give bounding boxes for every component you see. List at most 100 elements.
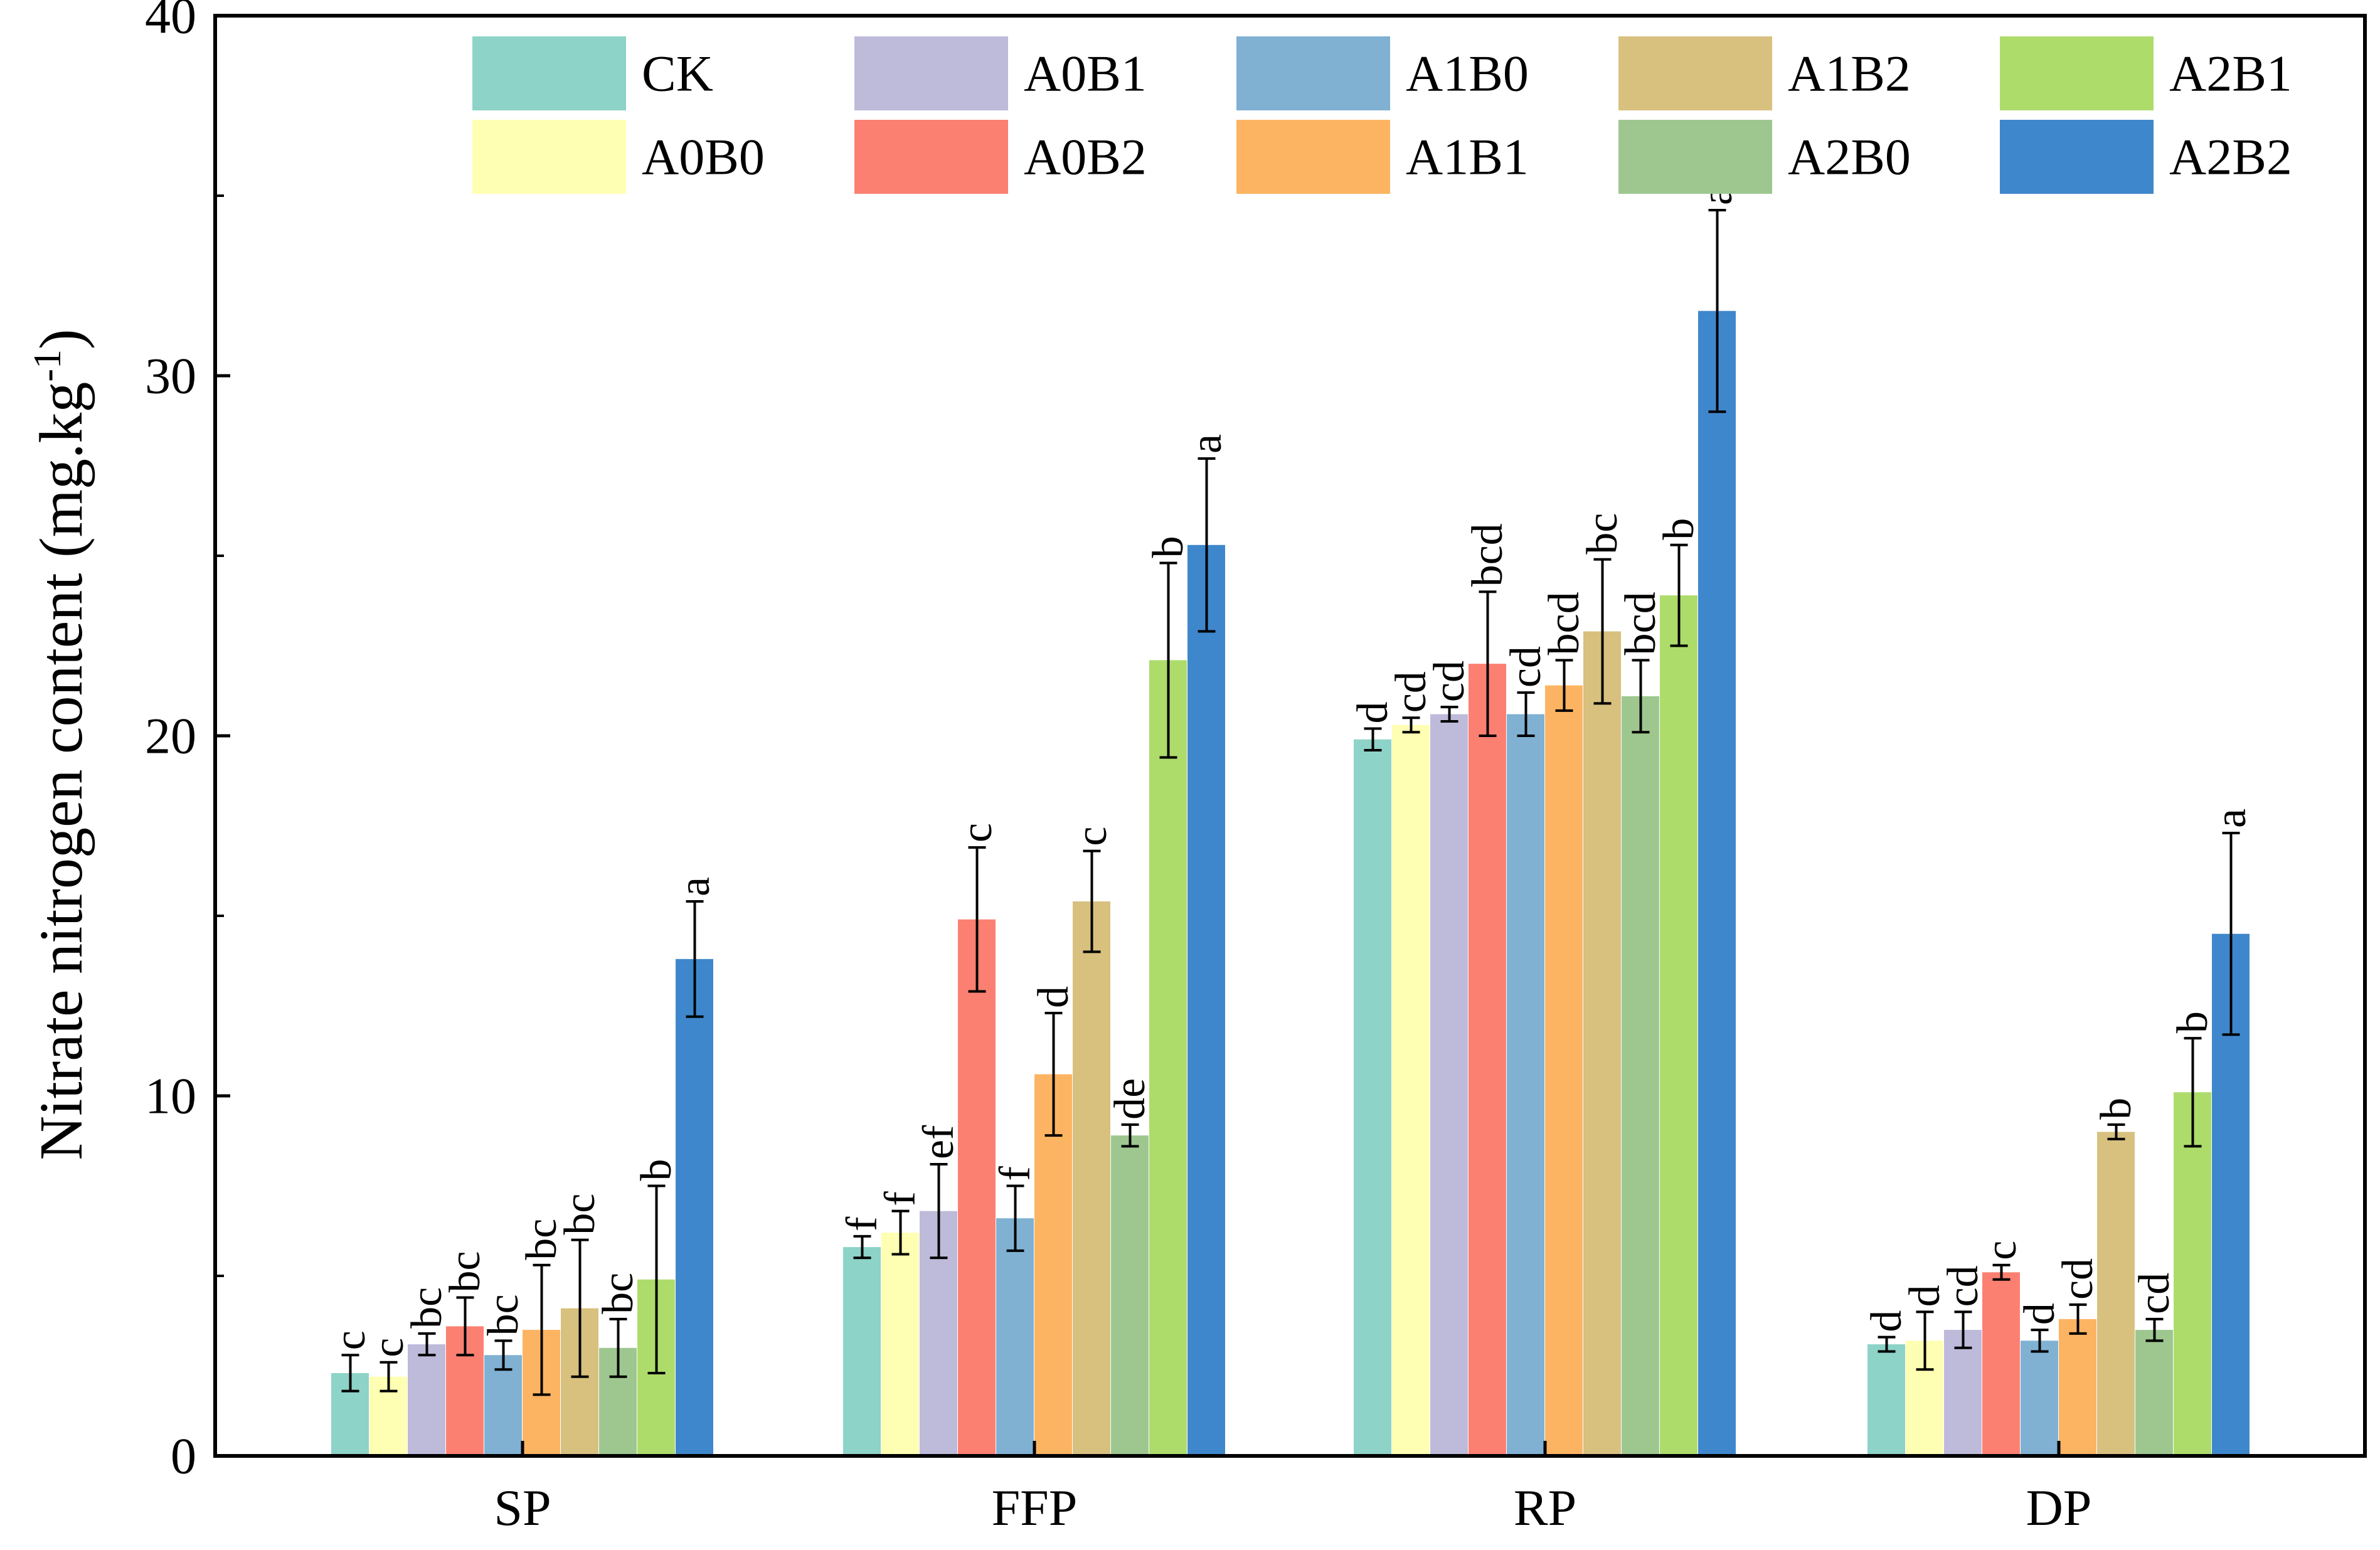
significance-letter-FFP-A2B1: b	[1144, 536, 1193, 558]
legend-label-A2B2: A2B2	[2169, 129, 2292, 186]
error-bar-RP-A0B1	[1440, 706, 1458, 723]
significance-letter-SP-A1B1: bc	[518, 1219, 566, 1260]
significance-letter-DP-A1B1: cd	[2054, 1258, 2102, 1300]
legend-label-A0B2: A0B2	[1024, 129, 1147, 186]
legend-label-A2B0: A2B0	[1788, 129, 1911, 186]
error-bar-SP-CK	[341, 1354, 359, 1393]
y-tick-label-20: 20	[145, 708, 196, 765]
legend-swatch-A1B0	[1236, 36, 1390, 110]
significance-letter-RP-A0B1: cd	[1425, 661, 1474, 702]
error-bar-RP-A2B1	[1670, 543, 1688, 647]
bar-RP-A1B0	[1507, 714, 1544, 1456]
error-bar-FFP-A1B2	[1083, 849, 1101, 953]
bar-RP-A2B1	[1660, 595, 1697, 1456]
error-bar-RP-CK	[1364, 727, 1382, 751]
significance-letter-SP-A1B2: bc	[556, 1194, 604, 1235]
legend-label-A0B0: A0B0	[642, 129, 765, 186]
error-bar-SP-A0B2	[456, 1296, 474, 1357]
bar-RP-A2B0	[1622, 696, 1659, 1456]
significance-letter-SP-A0B2: bc	[441, 1251, 489, 1292]
bar-DP-A2B1	[2174, 1092, 2211, 1456]
legend-swatch-A2B1	[2000, 36, 2154, 110]
legend-label-A1B0: A1B0	[1406, 45, 1529, 102]
bar-FFP-A2B1	[1149, 660, 1187, 1456]
significance-letter-DP-A1B2: b	[2092, 1098, 2140, 1120]
error-bar-DP-A0B2	[1992, 1263, 2011, 1281]
legend-swatch-A2B0	[1618, 120, 1772, 194]
bar-DP-A0B2	[1982, 1272, 2020, 1456]
significance-letter-RP-CK: d	[1349, 702, 1397, 724]
error-bar-DP-A1B2	[2107, 1123, 2125, 1140]
error-bar-RP-A1B1	[1555, 659, 1573, 712]
x-tick-label-FFP: FFP	[992, 1479, 1078, 1536]
bar-FFP-CK	[843, 1247, 881, 1456]
bar-SP-A0B1	[408, 1344, 445, 1456]
legend-item-A2B2: A2B2	[2000, 120, 2292, 194]
legend-swatch-A0B0	[472, 120, 626, 194]
significance-letter-DP-A0B2: c	[1977, 1241, 2026, 1260]
significance-letter-SP-A2B1: b	[632, 1159, 681, 1181]
bar-RP-A0B1	[1430, 714, 1468, 1456]
significance-letter-FFP-A1B0: f	[991, 1166, 1039, 1181]
error-bar-DP-A2B2	[2222, 831, 2240, 1036]
significance-letter-DP-A2B1: b	[2169, 1011, 2217, 1033]
error-bar-RP-A2B2	[1708, 208, 1726, 413]
error-bar-SP-A0B1	[418, 1332, 436, 1357]
legend-item-A0B0: A0B0	[472, 120, 765, 194]
error-bar-SP-A0B0	[380, 1361, 398, 1393]
legend-item-A1B0: A1B0	[1236, 36, 1529, 110]
error-bar-FFP-A2B2	[1198, 457, 1216, 633]
legend-swatch-A0B1	[854, 36, 1008, 110]
bar-SP-A2B2	[676, 958, 713, 1456]
y-axis-title: Nitrate nitrogen content (mg.kg-1)	[26, 329, 95, 1160]
legend-swatch-A2B2	[2000, 120, 2154, 194]
error-bar-DP-CK	[1878, 1335, 1896, 1353]
y-axis-title-sup: -1	[26, 349, 69, 382]
significance-letter-DP-A1B0: d	[2016, 1303, 2064, 1325]
significance-letter-FFP-A1B2: c	[1068, 827, 1116, 846]
significance-letter-FFP-CK: f	[838, 1216, 886, 1231]
error-bar-DP-A0B1	[1954, 1310, 1972, 1349]
legend-swatch-A1B1	[1236, 120, 1390, 194]
legend-swatch-A1B2	[1618, 36, 1772, 110]
error-bar-DP-A2B1	[2184, 1037, 2202, 1148]
legend-label-A0B1: A0B1	[1024, 45, 1147, 102]
legend-label-A1B2: A1B2	[1788, 45, 1911, 102]
significance-letter-DP-A0B0: d	[1901, 1285, 1949, 1307]
error-bar-RP-A1B2	[1593, 558, 1612, 705]
significance-letter-SP-A2B2: a	[671, 877, 719, 896]
significance-letter-FFP-A0B0: f	[876, 1191, 925, 1206]
significance-letters-layer: cfddcfcddbcefcdcdbccbcdcbcfcddbcdbcdcdbc…	[326, 186, 2255, 1357]
y-tick-label-0: 0	[171, 1428, 196, 1485]
error-bar-RP-A0B2	[1479, 590, 1497, 737]
legend-swatch-CK	[472, 36, 626, 110]
bar-FFP-A2B2	[1187, 544, 1225, 1456]
legend-item-A0B2: A0B2	[854, 120, 1147, 194]
significance-letter-RP-A0B2: bcd	[1464, 523, 1512, 587]
error-bar-DP-A1B1	[2069, 1303, 2087, 1335]
error-bar-RP-A0B0	[1402, 716, 1420, 734]
bar-FFP-A1B1	[1034, 1074, 1072, 1456]
significance-letter-SP-CK: c	[326, 1330, 375, 1350]
legend-item-A1B1: A1B1	[1236, 120, 1529, 194]
bar-FFP-A0B2	[958, 919, 996, 1456]
bar-DP-A0B1	[1944, 1330, 1982, 1456]
significance-letter-FFP-A0B1: ef	[915, 1125, 963, 1159]
bar-FFP-A1B2	[1073, 901, 1110, 1456]
significance-letter-DP-A2B0: cd	[2130, 1273, 2179, 1314]
error-bar-FFP-A0B2	[968, 846, 986, 993]
error-bar-DP-A1B0	[2031, 1329, 2049, 1353]
bar-RP-A0B2	[1469, 664, 1506, 1456]
error-bar-SP-A2B0	[609, 1317, 627, 1378]
error-bar-FFP-A2B1	[1159, 561, 1177, 759]
significance-letter-RP-A1B0: cd	[1502, 646, 1550, 687]
y-axis-title-main: Nitrate nitrogen content (mg.kg	[28, 382, 95, 1160]
significance-letter-SP-A2B0: bc	[594, 1273, 642, 1314]
significance-letter-RP-A1B2: bc	[1578, 513, 1627, 555]
x-tick-label-SP: SP	[494, 1479, 551, 1536]
error-bar-FFP-A1B1	[1044, 1011, 1063, 1137]
bar-RP-A1B2	[1583, 631, 1621, 1456]
significance-letter-SP-A0B1: bc	[403, 1287, 451, 1329]
bar-DP-CK	[1867, 1344, 1905, 1456]
